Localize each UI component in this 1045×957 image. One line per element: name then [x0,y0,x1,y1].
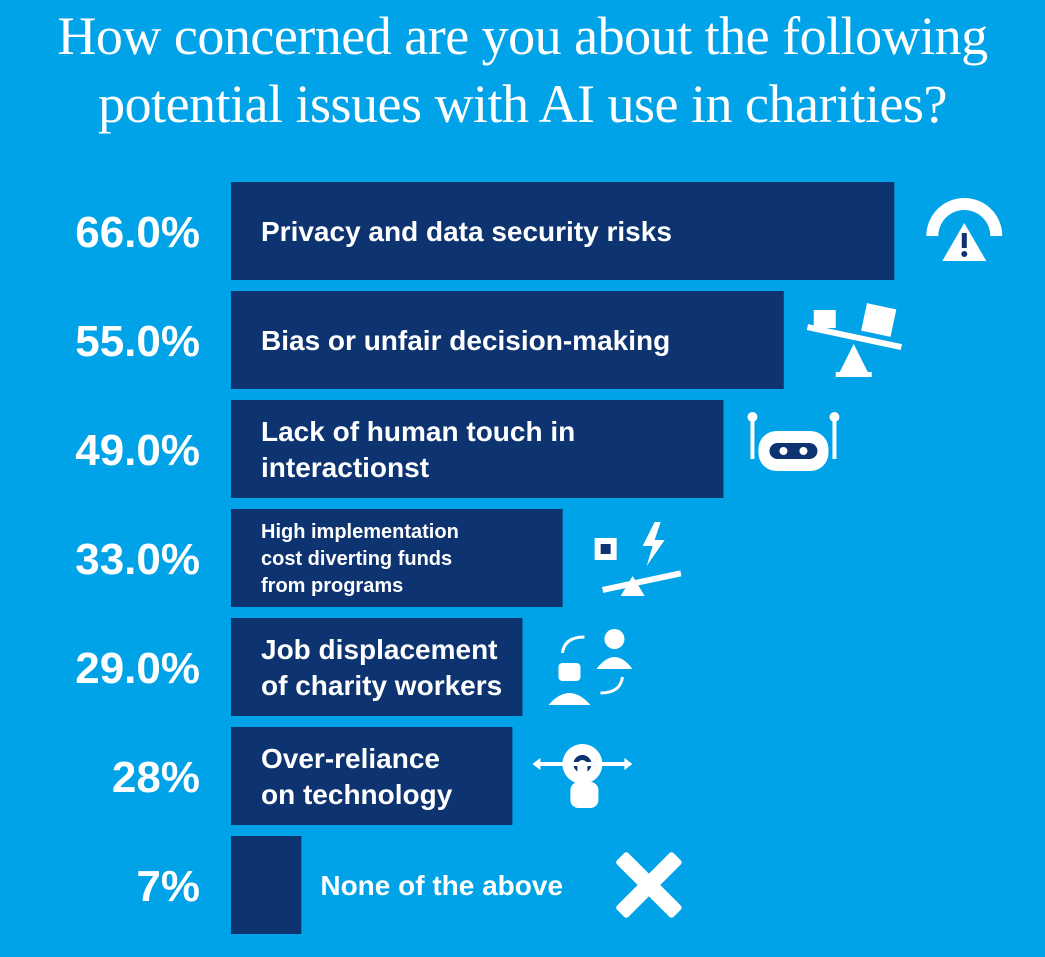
x-mark-icon [616,852,682,918]
category-label-3: Lack of human touch in interactionst [261,416,575,483]
bar-6 [231,727,513,825]
title-line-1: How concerned are you about the followin… [57,6,988,66]
warning-gauge-icon [926,198,1003,261]
bar-2 [231,291,784,389]
seesaw-icon [806,303,902,377]
value-label-1: 66.0% [75,208,200,257]
chip-bolt-balance-icon [594,522,682,596]
robot-person-swap-icon [548,629,633,705]
gear-hand-icon [532,744,633,808]
bar-4 [231,509,563,607]
bar-3 [231,400,724,498]
category-label-5: Job displacement of charity workers [261,634,502,701]
value-label-4: 33.0% [75,535,200,584]
value-label-2: 55.0% [75,317,200,366]
category-label-1: Privacy and data security risks [261,216,672,247]
chart-title: How concerned are you about the followin… [0,2,1045,138]
category-label-2: Bias or unfair decision-making [261,325,670,356]
category-label-7: None of the above [320,870,563,901]
robot-icon [747,412,840,471]
value-label-7: 7% [136,862,200,911]
bar-5 [231,618,523,716]
bar-7 [231,836,302,934]
value-label-6: 28% [112,753,200,802]
value-label-5: 29.0% [75,644,200,693]
value-label-3: 49.0% [75,426,200,475]
title-line-2: potential issues with AI use in charitie… [98,74,947,134]
category-label-4: High implementation cost diverting funds f… [261,521,459,597]
category-label-6: Over-reliance on technology [261,743,453,810]
bar-1 [231,182,895,280]
